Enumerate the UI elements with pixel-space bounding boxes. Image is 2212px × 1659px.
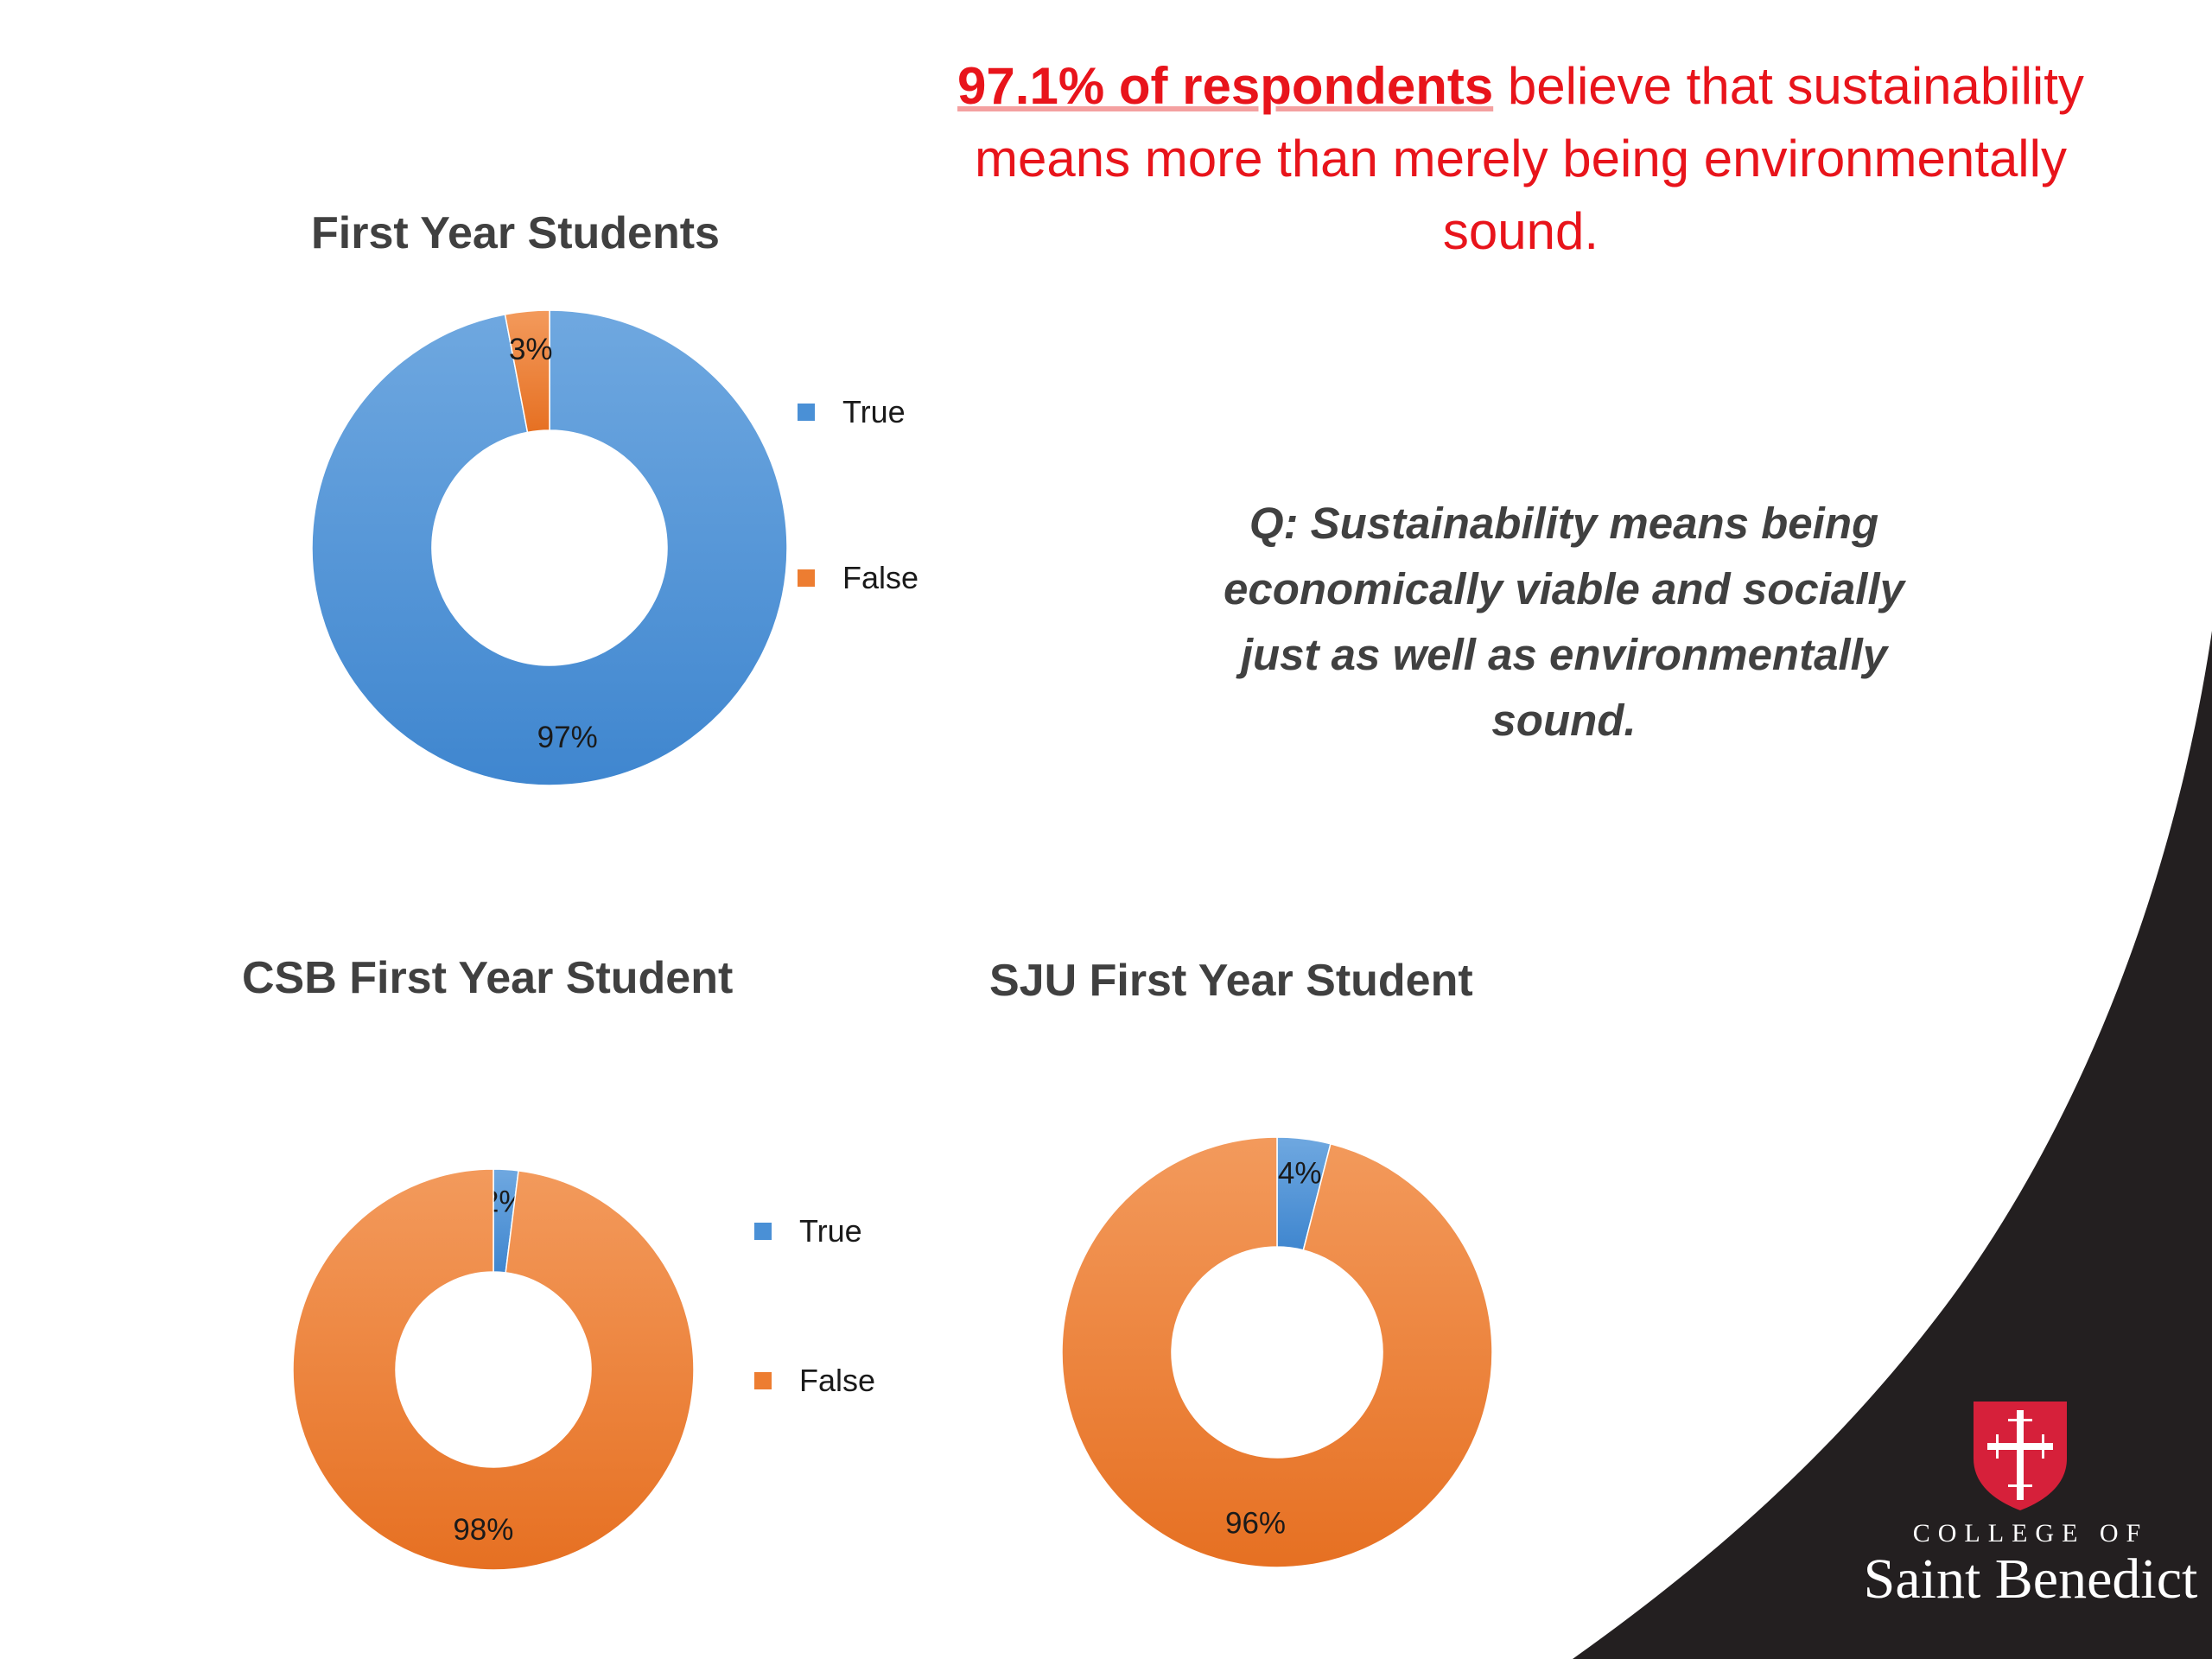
donut-slice-false xyxy=(292,1168,695,1571)
data-label: 4% xyxy=(1278,1156,1322,1190)
logo-college-of: COLLEGE OF xyxy=(1912,1519,2149,1548)
data-label: 96% xyxy=(1225,1507,1286,1541)
legend-label: True xyxy=(799,1213,862,1249)
legend-label: True xyxy=(842,394,906,429)
donut-slice-true xyxy=(311,309,788,786)
donut-slice-false xyxy=(1061,1136,1493,1568)
headline-bold: 97.1% of respondents xyxy=(957,57,1494,115)
legend-true-2: True xyxy=(754,1213,862,1249)
data-label: 98% xyxy=(453,1513,513,1547)
data-label: 3% xyxy=(509,333,553,366)
legend-swatch-false xyxy=(798,569,815,587)
legend-label: False xyxy=(799,1363,876,1398)
chart-title-first-year: First Year Students xyxy=(311,208,720,258)
legend-swatch-true xyxy=(798,404,815,421)
logo-saint-benedict: Saint Benedict xyxy=(1863,1548,2198,1611)
chart-title-csb: CSB First Year Student xyxy=(242,953,734,1003)
headline: 97.1% of respondents believe that sustai… xyxy=(899,50,2143,268)
legend-label: False xyxy=(842,560,919,595)
chart-title-sju: SJU First Year Student xyxy=(989,956,1473,1006)
donut-slice-false xyxy=(504,309,550,434)
legend-false-2: False xyxy=(754,1363,875,1399)
data-label: 97% xyxy=(537,721,598,754)
legend-swatch-false xyxy=(754,1372,772,1389)
legend-swatch-true xyxy=(754,1223,772,1240)
question-text: Q: Sustainability means being economical… xyxy=(1223,499,1904,745)
cross-shield-icon xyxy=(1974,1402,2067,1510)
headline-rest: believe that sustainability means more t… xyxy=(975,57,2084,260)
legend-false-1: False xyxy=(798,560,918,596)
legend-true-1: True xyxy=(798,394,906,430)
